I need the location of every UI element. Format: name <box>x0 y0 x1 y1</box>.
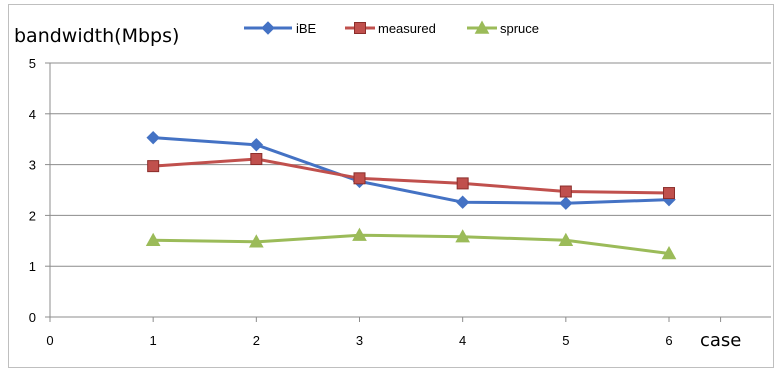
series-line-measured <box>153 157 670 195</box>
x-tick-label: 5 <box>562 333 569 348</box>
legend: iBE measured spruce <box>244 20 539 36</box>
y-tick-label: 0 <box>29 310 36 325</box>
axes: 0 1 2 3 4 5 0 1 2 3 4 5 6 <box>29 56 771 348</box>
x-tick-label: 0 <box>46 333 53 348</box>
data-point-spruce <box>455 229 471 243</box>
y-tick-label: 2 <box>29 208 36 223</box>
x-tick-label: 2 <box>253 333 260 348</box>
data-point-measured <box>147 160 160 173</box>
data-point-measured <box>353 172 366 185</box>
series-line-spruce <box>153 233 670 255</box>
y-axis-title: bandwidth(Mbps) <box>14 25 179 47</box>
y-tick-label: 4 <box>29 107 36 122</box>
series-layer <box>145 130 677 260</box>
data-point-iBE <box>455 195 470 209</box>
chart-frame <box>8 4 774 368</box>
legend-label: iBE <box>296 21 317 36</box>
data-point-measured <box>663 187 675 200</box>
data-point-measured <box>559 185 572 198</box>
legend-marker <box>474 20 490 34</box>
data-point-measured <box>456 177 469 190</box>
legend-marker <box>354 22 366 34</box>
legend-item-measured: measured <box>345 21 436 36</box>
series-measured <box>147 153 675 200</box>
data-point-spruce <box>248 234 264 248</box>
legend-label: spruce <box>500 21 539 36</box>
legend-marker <box>261 21 275 35</box>
x-tick-label: 3 <box>356 333 363 348</box>
y-tick-label: 3 <box>29 158 36 173</box>
legend-label: measured <box>378 21 436 36</box>
y-tick-label: 5 <box>29 56 36 71</box>
x-axis-title: case <box>700 330 741 351</box>
data-point-spruce <box>661 245 677 260</box>
x-tick-label: 6 <box>665 333 672 348</box>
data-point-iBE <box>559 196 573 210</box>
legend-item-iBE: iBE <box>244 21 317 36</box>
series-spruce <box>145 227 677 260</box>
data-point-spruce <box>145 232 161 246</box>
x-tick-label: 4 <box>459 333 466 348</box>
data-point-spruce <box>352 227 367 241</box>
series-iBE <box>146 130 676 210</box>
y-tick-label: 1 <box>29 259 36 274</box>
series-line-iBE <box>153 136 670 205</box>
data-point-iBE <box>249 138 264 152</box>
legend-item-spruce: spruce <box>467 20 539 36</box>
data-point-measured <box>250 153 263 166</box>
data-point-spruce <box>558 232 574 246</box>
x-tick-label: 1 <box>150 333 157 348</box>
data-point-iBE <box>146 130 160 145</box>
